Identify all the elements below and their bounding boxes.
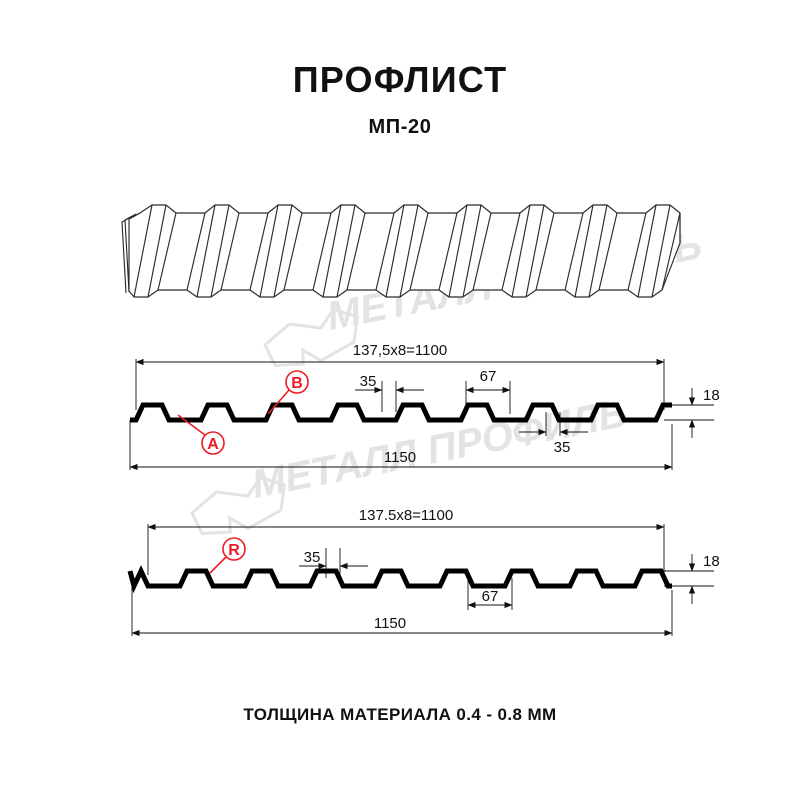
page-title: ПРОФЛИСТ [292, 59, 508, 100]
fold-line [598, 212, 618, 291]
fold-line [283, 212, 303, 291]
dim-label-rib-bottom: 35 [304, 549, 321, 566]
fold-line [651, 204, 671, 298]
dim-label-overall-top: 1150 [384, 449, 416, 466]
dim-label-valley-bottom-top: 35 [554, 439, 571, 456]
fold-line [220, 212, 240, 291]
dim-label-valley-bottom: 67 [482, 588, 499, 605]
fold-line [525, 204, 545, 298]
fold-line [448, 204, 468, 298]
dimension-lines-bottom [131, 523, 714, 637]
fold-line [273, 204, 293, 298]
fold-line [375, 212, 395, 291]
fold-line [210, 204, 230, 298]
fold-line [385, 204, 405, 298]
fold-line [564, 212, 584, 291]
callout-circle-b [285, 370, 309, 394]
fold-line [574, 204, 594, 298]
dim-label-pitch-top: 137,5x8=1100 [353, 342, 447, 359]
fold-line [196, 204, 216, 298]
fold-line [186, 212, 206, 291]
dim-label-overall-bottom: 1150 [374, 615, 406, 632]
callout-label-b: B [291, 375, 303, 392]
fold-line [312, 212, 332, 291]
callout-label-a: A [207, 436, 219, 453]
fold-line [637, 204, 657, 298]
fold-line [627, 212, 647, 291]
callout-leader-r [209, 556, 227, 574]
dimension-lines-top [129, 358, 714, 471]
fold-line [438, 212, 458, 291]
callout-circle-r [222, 537, 246, 561]
fold-line [501, 212, 521, 291]
dim-label-valley-top: 67 [480, 368, 497, 385]
page-subtitle: МП-20 [368, 116, 432, 138]
dim-label-height-bottom: 18 [703, 553, 720, 570]
edge-thickness [128, 212, 141, 220]
dim-label-rib-top: 35 [360, 373, 377, 390]
fold-line [322, 204, 342, 298]
fold-line [399, 204, 419, 298]
callout-leader-b [267, 389, 290, 415]
callout-label-r: R [228, 542, 240, 559]
dimension-labels-bottom: 137.5x8=1100 35 67 18 1150 [304, 507, 720, 632]
fold-line [535, 212, 555, 291]
profile-outline-top [130, 402, 672, 423]
edge-thickness [121, 215, 134, 294]
callout-circle-a [201, 431, 225, 455]
profile-outline-bottom [127, 565, 672, 594]
dimension-labels-top: 137,5x8=1100 35 67 35 18 1150 [353, 342, 720, 466]
fold-line [409, 212, 429, 291]
fold-line [472, 212, 492, 291]
fold-line [511, 204, 531, 298]
fold-line [346, 212, 366, 291]
fold-line [259, 204, 279, 298]
fold-line [249, 212, 269, 291]
material-thickness-note: ТОЛЩИНА МАТЕРИАЛА 0.4 - 0.8 ММ [243, 705, 557, 724]
fold-line [336, 204, 356, 298]
dim-label-pitch-bottom: 137.5x8=1100 [359, 507, 453, 524]
fold-line [462, 204, 482, 298]
title-block: ПРОФЛИСТ МП-20 [0, 62, 800, 139]
fold-line [661, 212, 681, 291]
callout-labels-top: A B [207, 375, 303, 453]
fold-line [147, 204, 167, 298]
fold-line [133, 204, 153, 298]
fold-line [157, 212, 177, 291]
dim-label-height-top: 18 [703, 387, 720, 404]
callouts-top [177, 370, 309, 455]
watermark-logo-icon [190, 475, 286, 535]
fold-line [588, 204, 608, 298]
callouts-bottom [209, 537, 246, 574]
callout-leader-a [177, 414, 206, 436]
